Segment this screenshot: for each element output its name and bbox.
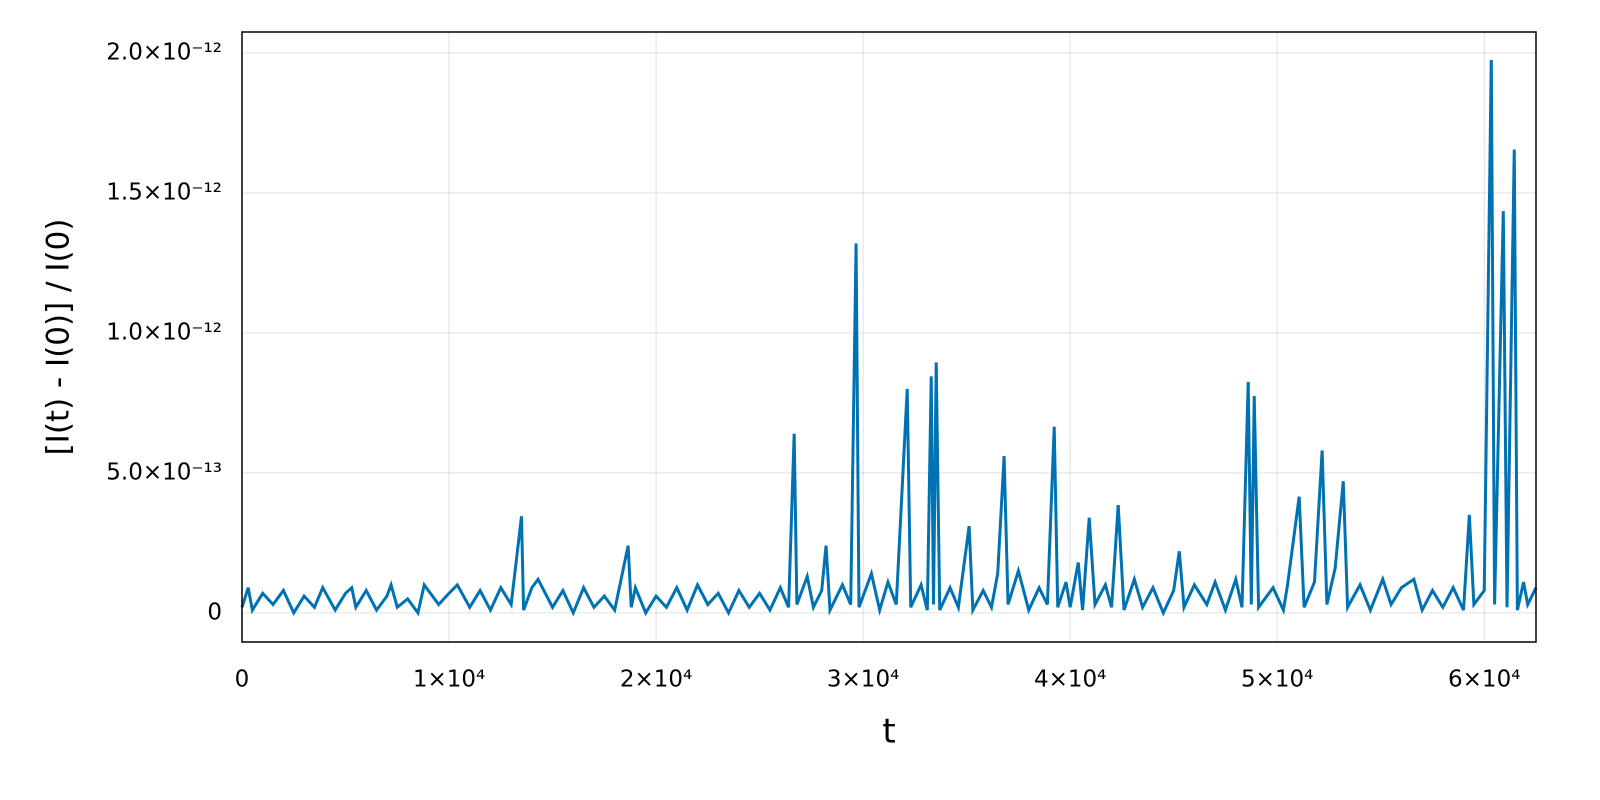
x-tick-label: 5×10⁴ bbox=[1241, 667, 1313, 693]
x-tick-label: 2×10⁴ bbox=[620, 667, 692, 693]
y-tick-label: 0 bbox=[207, 599, 222, 625]
y-axis-title: [I(t) - I(0)] / I(0) bbox=[41, 219, 77, 456]
x-tick-label: 6×10⁴ bbox=[1448, 667, 1520, 693]
y-tick-label: 2.0×10⁻¹² bbox=[106, 39, 222, 65]
y-tick-label: 5.0×10⁻¹³ bbox=[106, 459, 222, 485]
x-tick-label: 3×10⁴ bbox=[827, 667, 899, 693]
x-tick-label: 1×10⁴ bbox=[413, 667, 485, 693]
plot-frame bbox=[241, 31, 1537, 643]
y-tick-label: 1.0×10⁻¹² bbox=[106, 319, 222, 345]
x-tick-label: 4×10⁴ bbox=[1034, 667, 1106, 693]
y-tick-label: 1.5×10⁻¹² bbox=[106, 179, 222, 205]
x-tick-label: 0 bbox=[235, 667, 250, 693]
x-axis-title: t bbox=[882, 712, 895, 752]
data-line bbox=[240, 59, 1538, 617]
